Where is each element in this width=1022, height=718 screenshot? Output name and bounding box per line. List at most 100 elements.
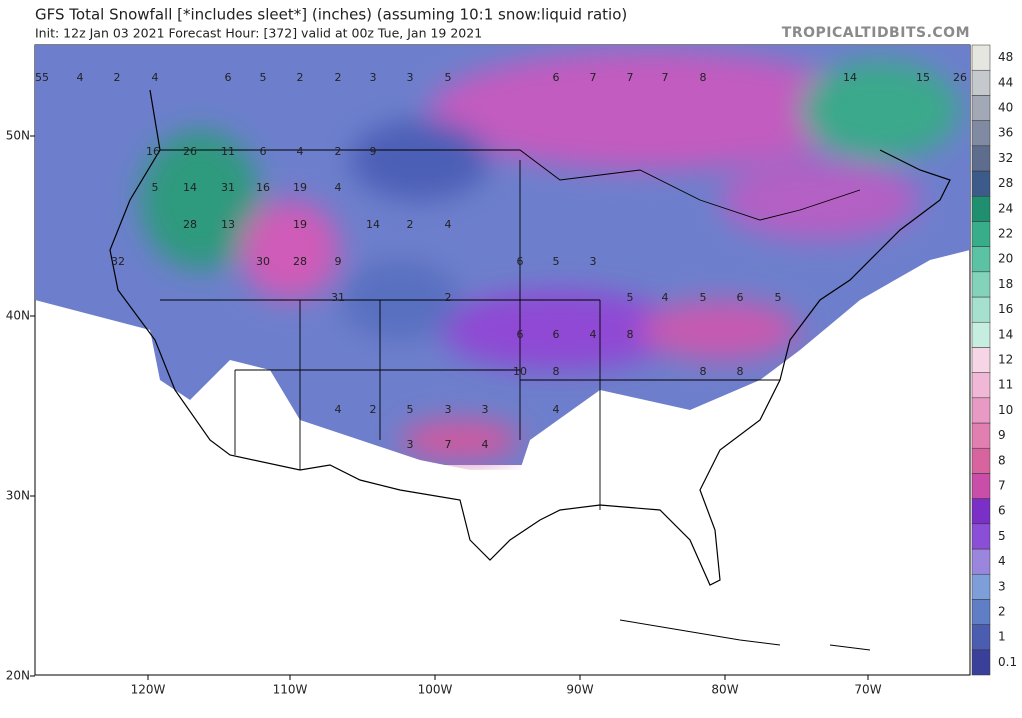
lon-label: 110W [273,683,308,697]
snow-amount-label: 4 [335,181,342,194]
snow-amount-label: 5 [407,403,414,416]
map-area [35,45,970,651]
colorbar-label: 28 [998,176,1013,190]
snow-amount-label: 15 [916,71,930,84]
snow-amount-label: 4 [662,291,669,304]
colorbar-label: 10 [998,403,1013,417]
lon-label: 80W [711,683,738,697]
lon-label: 120W [131,683,166,697]
snow-amount-label: 6 [517,328,524,341]
snow-amount-label: 6 [260,145,267,158]
snow-amount-label: 6 [517,255,524,268]
colorbar-label: 44 [998,75,1013,89]
map-subtitle: Init: 12z Jan 03 2021 Forecast Hour: [37… [35,26,482,41]
snow-amount-label: 6 [225,71,232,84]
snow-amount-label: 5 [445,71,452,84]
colorbar-label: 1 [998,630,1006,644]
colorbar-swatch [971,195,991,222]
snow-amount-label: 8 [553,365,560,378]
snow-amount-label: 28 [293,255,307,268]
colorbar-label: 0.1 [998,655,1017,669]
colorbar-swatch [971,473,991,499]
snow-amount-label: 7 [627,71,634,84]
snow-amount-label: 8 [737,365,744,378]
snow-amount-label: 3 [590,255,597,268]
snow-amount-label: 8 [700,365,707,378]
snow-amount-label: 3 [407,438,414,451]
colorbar-label: 3 [998,579,1006,593]
colorbar-label: 32 [998,151,1013,165]
snow-amount-label: 14 [183,181,197,194]
colorbar-label: 11 [998,378,1013,392]
colorbar-swatch [971,246,991,273]
colorbar-swatch [971,170,991,197]
caribbean-coast [619,619,871,651]
colorbar-swatch [971,372,991,399]
snow-amount-label: 3 [370,71,377,84]
snow-amount-label: 28 [183,218,197,231]
colorbar-label: 18 [998,277,1013,291]
colorbar-swatch [971,422,991,449]
colorbar-swatch [971,221,991,247]
coastline [109,89,951,586]
colorbar-swatch [971,145,991,172]
snow-amount-label: 31 [221,181,235,194]
snow-amount-label: 26 [953,71,967,84]
snow-amount-label: 2 [297,71,304,84]
colorbar-swatch [971,95,991,121]
snow-amount-label: 4 [482,438,489,451]
lat-label: 50N [6,129,30,143]
colorbar-swatch [971,69,991,96]
lon-label: 70W [854,683,881,697]
snow-amount-label: 31 [331,291,345,304]
snow-amount-label: 7 [445,438,452,451]
colorbar: 0.11234567891011121416182022242832364044… [971,44,1017,676]
snow-amount-label: 9 [370,145,377,158]
colorbar-swatch [971,649,991,676]
snow-amount-label: 4 [590,328,597,341]
snow-amount-label: 2 [335,71,342,84]
snow-amount-label: 3 [407,71,414,84]
snowfall-shading [35,45,970,465]
snow-amount-label: 2 [114,71,121,84]
snow-amount-label: 5 [260,71,267,84]
colorbar-label: 8 [998,453,1006,467]
lat-label: 40N [6,309,30,323]
colorbar-swatch [971,573,991,600]
colorbar-swatch [971,498,991,525]
snow-amount-label: 14 [366,218,380,231]
lon-label: 90W [566,683,593,697]
colorbar-swatch [971,548,991,575]
map-title: GFS Total Snowfall [*includes sleet*] (i… [35,6,627,24]
colorbar-label: 4 [998,554,1006,568]
snow-amount-label: 32 [111,255,125,268]
colorbar-swatch [971,397,991,424]
colorbar-label: 2 [998,605,1006,619]
snow-amount-label: 30 [256,255,270,268]
snow-amount-label: 4 [335,403,342,416]
snow-amount-label: 8 [700,71,707,84]
snow-amount-label: 3 [445,403,452,416]
snow-amount-label: 8 [627,328,634,341]
snow-amount-label: 7 [590,71,597,84]
colorbar-swatch [971,44,991,71]
colorbar-label: 12 [998,353,1013,367]
colorbar-label: 22 [998,227,1013,241]
colorbar-swatch [971,624,991,651]
colorbar-swatch [971,296,991,323]
colorbar-label: 48 [998,50,1013,64]
snow-amount-label: 5 [700,291,707,304]
snow-amount-label: 5 [775,291,782,304]
snow-amount-label: 9 [335,255,342,268]
lat-label: 30N [6,489,30,503]
snow-amount-label: 26 [183,145,197,158]
snow-amount-label: 4 [553,403,560,416]
lon-label: 100W [418,683,453,697]
colorbar-swatch [971,599,991,625]
snow-amount-label: 55 [35,71,49,84]
snow-amount-label: 2 [370,403,377,416]
watermark: TROPICALTIDBITS.COM [782,25,970,41]
snow-amount-label: 7 [662,71,669,84]
